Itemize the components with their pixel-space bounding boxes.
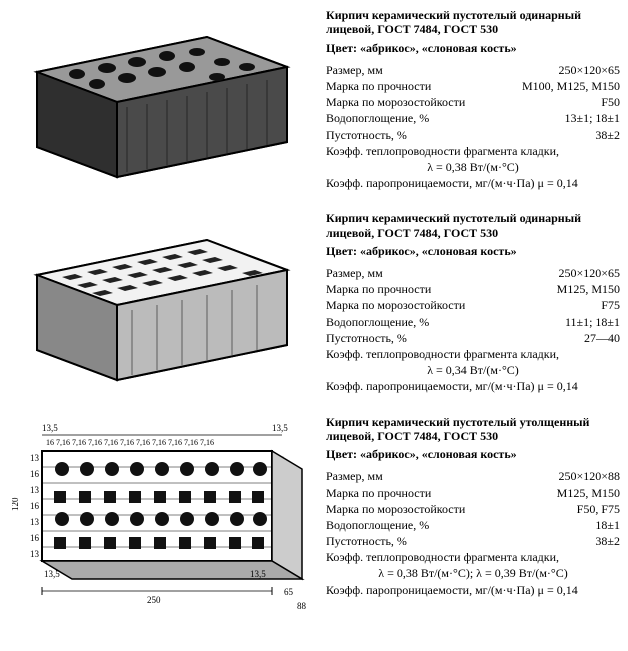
prop-value: 250×120×88 — [558, 468, 620, 484]
prop-label: Размер, мм — [326, 62, 558, 78]
svg-text:16: 16 — [30, 501, 40, 511]
prop-label: Размер, мм — [326, 265, 558, 281]
brick1-color: Цвет: «абрикос», «слоновая кость» — [326, 41, 620, 56]
prop-row: Водопоглощение, %13±1; 18±1 — [326, 110, 620, 126]
dim-rows-left: 13 16 13 16 13 16 13 — [30, 453, 40, 559]
prop-value: F75 — [601, 297, 620, 313]
prop-value: 18±1 — [595, 517, 620, 533]
prop-label: Марка по прочности — [326, 485, 557, 501]
svg-text:13: 13 — [30, 453, 40, 463]
brick3-title: Кирпич керамический пустотелый утолщенны… — [326, 415, 620, 444]
prop-value: М125, М150 — [557, 485, 620, 501]
lambda-value: λ = 0,34 Вт/(м·°С) — [326, 362, 620, 378]
dim-top-ext: 13,5 — [272, 423, 288, 433]
prop-row: Марка по прочностиМ125, М150 — [326, 485, 620, 501]
prop-value: F50, F75 — [577, 501, 620, 517]
brick2-title: Кирпич керамический пустотелый одинарный… — [326, 211, 620, 240]
dim-col-seq: 16 7,16 7,16 7,16 7,16 7,16 7,16 7,16 7,… — [46, 438, 214, 447]
brick-entry-3: 13,5 13,5 16 7,16 7,16 7,16 7,16 7,16 7,… — [8, 415, 620, 623]
prop-row: Марка по морозостойкостиF50, F75 — [326, 501, 620, 517]
prop-label: Пустотность, % — [326, 330, 584, 346]
prop-label: Размер, мм — [326, 468, 558, 484]
lambda-intro: Коэфф. теплопроводности фрагмента кладки… — [326, 346, 620, 362]
mu-line: Коэфф. паропроницаемости, мг/(м·ч·Па) μ … — [326, 175, 620, 191]
dim-bottom-left: 13,5 — [44, 569, 60, 579]
prop-row: Пустотность, %27—40 — [326, 330, 620, 346]
prop-row: Водопоглощение, %18±1 — [326, 517, 620, 533]
prop-row: Пустотность, %38±2 — [326, 127, 620, 143]
lambda-intro: Коэфф. теплопроводности фрагмента кладки… — [326, 143, 620, 159]
svg-text:16: 16 — [30, 533, 40, 543]
brick2-drawing — [8, 211, 316, 389]
brick2-color: Цвет: «абрикос», «слоновая кость» — [326, 244, 620, 259]
prop-label: Марка по морозостойкости — [326, 501, 577, 517]
dim-width: 250 — [147, 595, 161, 605]
prop-row: Марка по прочностиМ125, М150 — [326, 281, 620, 297]
svg-text:13: 13 — [30, 485, 40, 495]
prop-value: 250×120×65 — [558, 62, 620, 78]
dim-depth-b: 65 — [284, 587, 294, 597]
prop-value: F50 — [601, 94, 620, 110]
prop-label: Пустотность, % — [326, 533, 595, 549]
dim-height: 120 — [12, 497, 20, 511]
prop-label: Пустотность, % — [326, 127, 595, 143]
brick2-specs: Кирпич керамический пустотелый одинарный… — [316, 211, 620, 394]
lambda-value: λ = 0,38 Вт/(м·°С); λ = 0,39 Вт/(м·°С) — [326, 565, 620, 581]
prop-label: Водопоглощение, % — [326, 314, 565, 330]
prop-value: 250×120×65 — [558, 265, 620, 281]
dim-bottom-right: 13,5 — [250, 569, 266, 579]
prop-value: М100, М125, М150 — [522, 78, 620, 94]
prop-label: Марка по морозостойкости — [326, 94, 601, 110]
brick1-drawing — [8, 8, 316, 186]
prop-row: Марка по морозостойкостиF75 — [326, 297, 620, 313]
svg-text:13: 13 — [30, 517, 40, 527]
prop-label: Марка по прочности — [326, 78, 522, 94]
prop-label: Водопоглощение, % — [326, 110, 564, 126]
prop-value: 38±2 — [595, 533, 620, 549]
prop-value: 38±2 — [595, 127, 620, 143]
svg-text:16: 16 — [30, 469, 40, 479]
prop-label: Водопоглощение, % — [326, 517, 595, 533]
prop-label: Марка по прочности — [326, 281, 557, 297]
prop-row: Водопоглощение, %11±1; 18±1 — [326, 314, 620, 330]
brick-entry-2: Кирпич керамический пустотелый одинарный… — [8, 211, 620, 394]
dim-depth-a: 88 — [297, 601, 307, 611]
prop-value: М125, М150 — [557, 281, 620, 297]
mu-line: Коэфф. паропроницаемости, мг/(м·ч·Па) μ … — [326, 582, 620, 598]
prop-label: Марка по морозостойкости — [326, 297, 601, 313]
prop-value: 27—40 — [584, 330, 620, 346]
brick3-specs: Кирпич керамический пустотелый утолщенны… — [316, 415, 620, 598]
dim-top-ext: 13,5 — [42, 423, 58, 433]
prop-row: Размер, мм250×120×88 — [326, 468, 620, 484]
lambda-value: λ = 0,38 Вт/(м·°С) — [326, 159, 620, 175]
brick-entry-1: Кирпич керамический пустотелый одинарный… — [8, 8, 620, 191]
brick1-specs: Кирпич керамический пустотелый одинарный… — [316, 8, 620, 191]
lambda-intro: Коэфф. теплопроводности фрагмента кладки… — [326, 549, 620, 565]
svg-text:13: 13 — [30, 549, 40, 559]
prop-value: 11±1; 18±1 — [565, 314, 620, 330]
brick1-title: Кирпич керамический пустотелый одинарный… — [326, 8, 620, 37]
prop-row: Марка по морозостойкостиF50 — [326, 94, 620, 110]
mu-line: Коэфф. паропроницаемости, мг/(м·ч·Па) μ … — [326, 378, 620, 394]
prop-row: Пустотность, %38±2 — [326, 533, 620, 549]
prop-row: Размер, мм250×120×65 — [326, 62, 620, 78]
brick3-drawing: 13,5 13,5 16 7,16 7,16 7,16 7,16 7,16 7,… — [8, 415, 316, 623]
prop-row: Размер, мм250×120×65 — [326, 265, 620, 281]
brick3-color: Цвет: «абрикос», «слоновая кость» — [326, 447, 620, 462]
prop-row: Марка по прочностиМ100, М125, М150 — [326, 78, 620, 94]
prop-value: 13±1; 18±1 — [564, 110, 620, 126]
